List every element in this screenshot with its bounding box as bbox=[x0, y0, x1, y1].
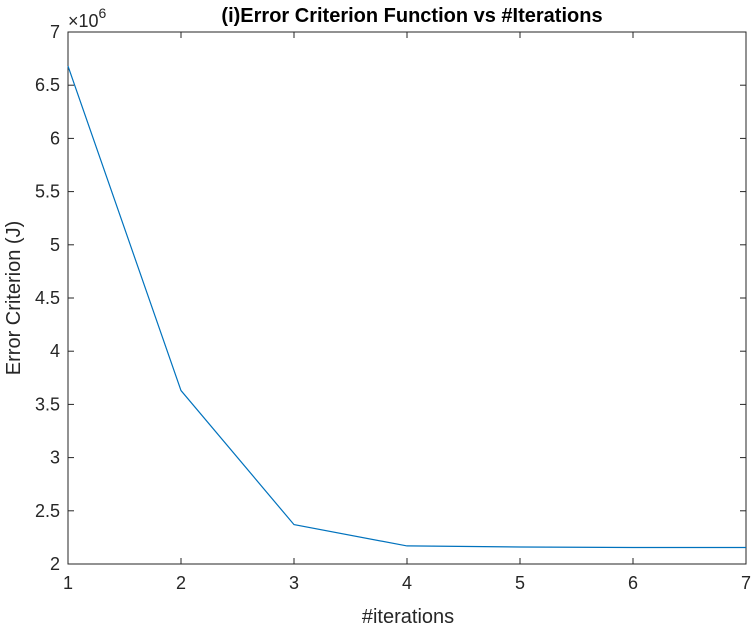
x-tick-label: 2 bbox=[176, 573, 186, 593]
y-axis-title: Error Criterion (J) bbox=[3, 221, 25, 375]
y-tick-label: 6 bbox=[50, 128, 60, 148]
x-axis-title: #iterations bbox=[362, 606, 454, 628]
x-tick-label: 1 bbox=[63, 573, 73, 593]
y-tick-label: 5.5 bbox=[35, 182, 60, 202]
y-tick-label: 4 bbox=[50, 341, 60, 361]
y-exponent-base: ×10 bbox=[68, 11, 99, 31]
chart-title: (i)Error Criterion Function vs #Iteratio… bbox=[221, 5, 602, 27]
x-tick-label: 4 bbox=[402, 573, 412, 593]
axes-box bbox=[67, 31, 747, 565]
y-tick-label: 5 bbox=[50, 235, 60, 255]
x-tick-label: 6 bbox=[628, 573, 638, 593]
y-tick-label: 2.5 bbox=[35, 501, 60, 521]
y-axis-exponent: ×106 bbox=[68, 5, 107, 31]
x-tick-label: 7 bbox=[741, 573, 751, 593]
y-tick-label: 3 bbox=[50, 448, 60, 468]
y-tick-label: 2 bbox=[50, 554, 60, 574]
y-tick-label: 6.5 bbox=[35, 75, 60, 95]
y-exponent-power: 6 bbox=[99, 5, 107, 21]
y-tick-label: 4.5 bbox=[35, 288, 60, 308]
plot-area: 1 2 3 4 5 6 722.533.544.555.566.57 bbox=[35, 22, 751, 593]
y-tick-label: 7 bbox=[50, 22, 60, 42]
x-tick-label: 3 bbox=[289, 573, 299, 593]
x-tick-label: 5 bbox=[515, 573, 525, 593]
y-tick-label: 3.5 bbox=[35, 394, 60, 414]
